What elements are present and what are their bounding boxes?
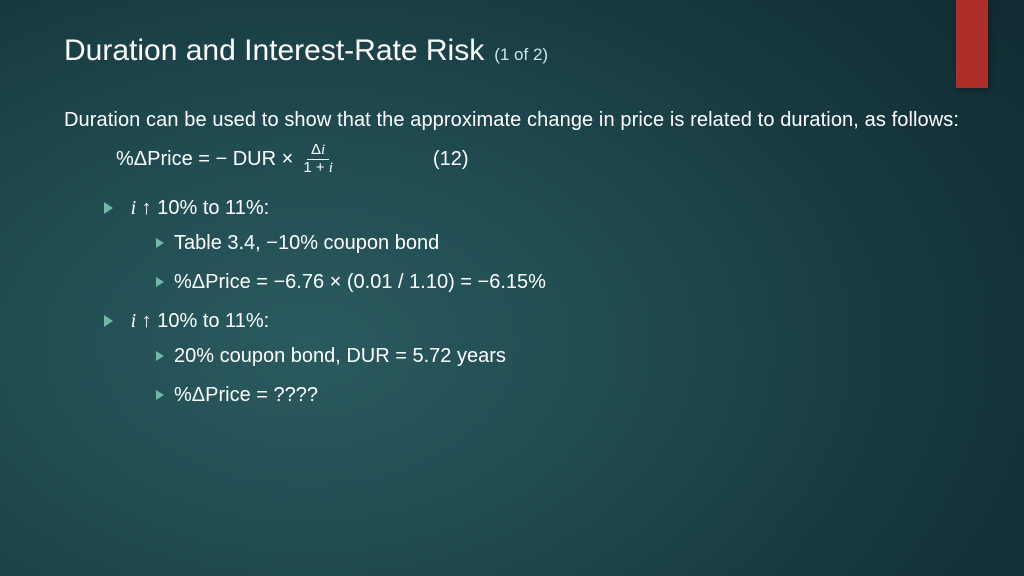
list-item: Table 3.4, −10% coupon bond [156, 232, 960, 255]
intro-text: Duration can be used to show that the ap… [64, 108, 960, 132]
title-row: Duration and Interest-Rate Risk (1 of 2) [64, 34, 960, 68]
slide-content: Duration and Interest-Rate Risk (1 of 2)… [0, 0, 1024, 407]
list-item: %ΔPrice = ???? [156, 384, 960, 407]
equation-number: (12) [433, 148, 469, 171]
sub-list: Table 3.4, −10% coupon bond %ΔPrice = −6… [156, 232, 960, 294]
formula-fraction: Δi 1 + i [299, 142, 337, 177]
slide-title: Duration and Interest-Rate Risk [64, 34, 484, 68]
list-item: 20% coupon bond, DUR = 5.72 years [156, 345, 960, 368]
item-label: ↑ 10% to 11%: [136, 310, 269, 332]
list-item: i ↑ 10% to 11%: Table 3.4, −10% coupon b… [104, 197, 960, 294]
formula: %ΔPrice = − DUR × Δi 1 + i (12) [116, 142, 960, 177]
bullet-list: i ↑ 10% to 11%: Table 3.4, −10% coupon b… [104, 197, 960, 407]
slide-subtitle: (1 of 2) [494, 45, 548, 65]
fraction-numerator: Δi [307, 142, 329, 160]
item-label: ↑ 10% to 11%: [136, 197, 269, 219]
formula-lhs: %ΔPrice = − DUR × [116, 148, 293, 171]
list-item: i ↑ 10% to 11%: 20% coupon bond, DUR = 5… [104, 310, 960, 407]
sub-list: 20% coupon bond, DUR = 5.72 years %ΔPric… [156, 345, 960, 407]
fraction-denominator: 1 + i [299, 160, 337, 177]
list-item: %ΔPrice = −6.76 × (0.01 / 1.10) = −6.15% [156, 271, 960, 294]
accent-bar [956, 0, 988, 88]
